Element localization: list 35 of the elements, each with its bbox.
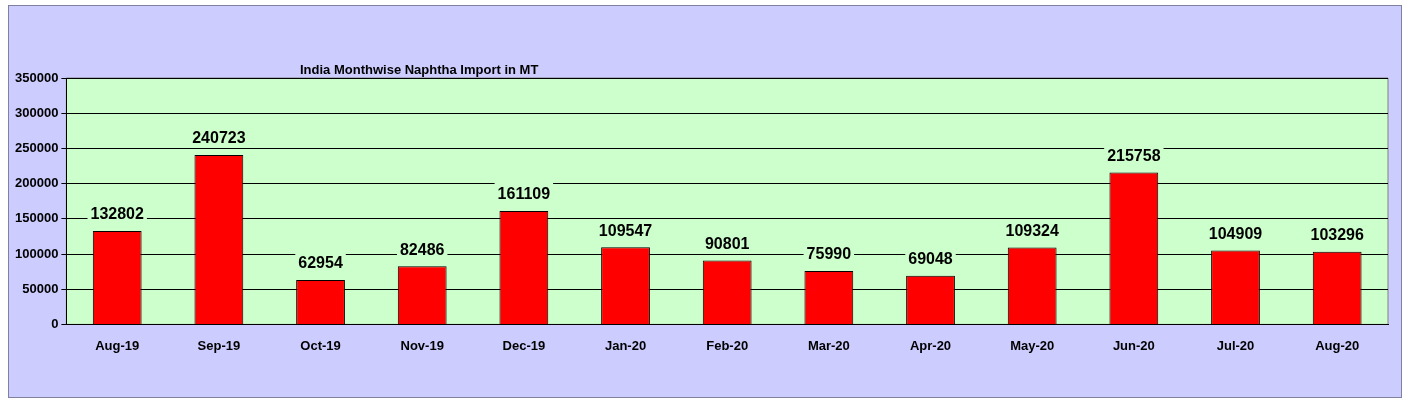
data-label: 62954 [298,254,343,272]
y-tick-label: 300000 [14,104,59,120]
data-label: 82486 [399,240,445,258]
y-tick-label: 250000 [14,139,59,155]
y-tick-label: 50000 [22,280,59,296]
y-tick-label: 100000 [14,245,59,261]
data-label: 104909 [1208,224,1263,242]
data-label: 132802 [90,205,145,223]
y-tick-label: 350000 [14,69,59,85]
x-tick-label: Mar-20 [807,337,850,353]
data-label: 69048 [908,250,953,268]
data-label: 109547 [598,221,653,239]
x-tick-label: Jun-20 [1112,337,1155,353]
chart-title: India Monthwise Naphtha Import in MT [300,62,539,77]
x-tick-label: May-20 [1010,337,1055,353]
data-label: 215758 [1107,146,1161,164]
y-tick-label: 150000 [14,210,59,226]
x-tick-label: Apr-20 [909,337,952,353]
x-tick-label: Dec-19 [502,337,546,353]
data-label: 103296 [1310,226,1364,244]
x-tick-label: Feb-20 [706,337,749,353]
data-label: 90801 [704,234,750,252]
x-tick-label: Oct-19 [300,337,341,353]
data-label: 161109 [497,185,551,203]
data-label: 75990 [806,245,852,263]
x-tick-label: Aug-20 [1315,337,1360,353]
x-tick-label: Sep-19 [197,337,241,353]
data-label: 109324 [1005,221,1059,239]
y-tick-label: 0 [51,315,59,331]
data-label: 240723 [192,129,246,147]
x-tick-label: Aug-19 [95,337,140,353]
x-tick-label: Jan-20 [604,337,647,353]
x-tick-label: Jul-20 [1216,337,1255,353]
y-tick-label: 200000 [14,175,59,191]
x-tick-label: Nov-19 [400,337,444,353]
